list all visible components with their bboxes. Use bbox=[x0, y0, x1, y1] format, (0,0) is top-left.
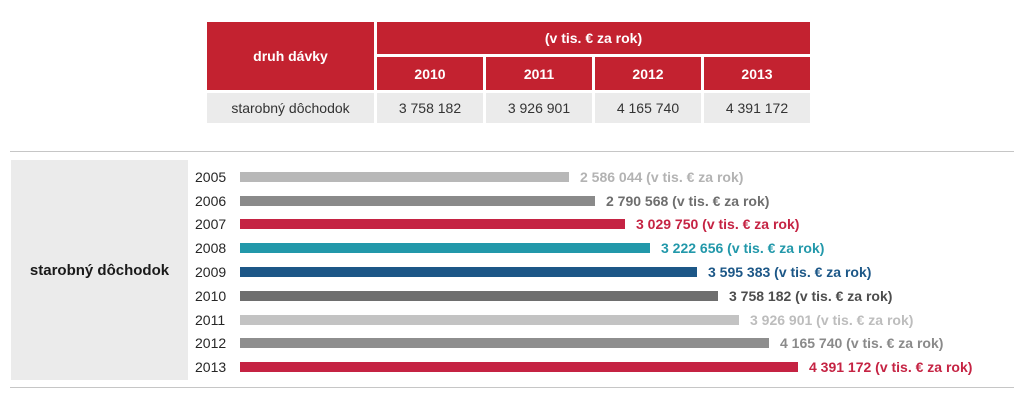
bar-value-label: 3 926 901 (v tis. € za rok) bbox=[750, 311, 914, 328]
bar-2006 bbox=[240, 195, 595, 206]
table-corner-header: druh dávky bbox=[207, 22, 374, 90]
summary-table: druh dávky (v tis. € za rok) 2010 2011 201… bbox=[204, 19, 813, 126]
chart-row-2013: 2013 4 391 172 (v tis. € za rok) bbox=[195, 355, 972, 379]
bar-2010 bbox=[240, 290, 718, 301]
chart-category-box: starobný dôchodok bbox=[11, 160, 188, 380]
table-data-row: starobný dôchodok 3 758 182 3 926 901 4 16… bbox=[207, 93, 810, 123]
bar-2008 bbox=[240, 243, 650, 254]
table-year-header: 2010 bbox=[377, 57, 483, 90]
year-label: 2013 bbox=[195, 359, 227, 376]
chart-row-2010: 2010 3 758 182 (v tis. € za rok) bbox=[195, 284, 972, 308]
chart-top-divider bbox=[10, 151, 1014, 152]
table-year-header-row: 2010 2011 2012 2013 bbox=[207, 57, 810, 90]
chart-row-2012: 2012 4 165 740 (v tis. € za rok) bbox=[195, 332, 972, 356]
bar-value-label: 3 758 182 (v tis. € za rok) bbox=[729, 287, 893, 304]
bar-value-label: 3 222 656 (v tis. € za rok) bbox=[661, 240, 825, 257]
bar-2013 bbox=[240, 362, 798, 373]
bar-value-label: 4 165 740 (v tis. € za rok) bbox=[780, 335, 944, 352]
table-group-header: (v tis. € za rok) bbox=[377, 22, 810, 54]
chart-row-2011: 2011 3 926 901 (v tis. € za rok) bbox=[195, 308, 972, 332]
bar-value-label: 3 595 383 (v tis. € za rok) bbox=[708, 264, 872, 281]
year-label: 2009 bbox=[195, 264, 227, 281]
chart-row-2008: 2008 3 222 656 (v tis. € za rok) bbox=[195, 236, 972, 260]
chart-bottom-divider bbox=[10, 387, 1014, 388]
table-year-header: 2013 bbox=[704, 57, 810, 90]
bar-2005 bbox=[240, 171, 569, 182]
year-label: 2011 bbox=[195, 311, 226, 328]
bar-value-label: 4 391 172 (v tis. € za rok) bbox=[809, 359, 973, 376]
table-year-header: 2012 bbox=[595, 57, 701, 90]
bar-2007 bbox=[240, 219, 625, 230]
year-label: 2010 bbox=[195, 287, 227, 304]
table-value-cell: 4 391 172 bbox=[704, 93, 810, 123]
year-label: 2005 bbox=[195, 168, 227, 185]
bar-value-label: 2 790 568 (v tis. € za rok) bbox=[606, 192, 770, 209]
table-row-label: starobný dôchodok bbox=[207, 93, 374, 123]
bar-2012 bbox=[240, 338, 769, 349]
table-value-cell: 4 165 740 bbox=[595, 93, 701, 123]
year-label: 2007 bbox=[195, 216, 227, 233]
bar-chart: starobný dôchodok 2005 2 586 044 (v tis. … bbox=[0, 151, 1024, 388]
year-label: 2006 bbox=[195, 192, 227, 209]
chart-row-2006: 2006 2 790 568 (v tis. € za rok) bbox=[195, 189, 972, 213]
chart-row-2005: 2005 2 586 044 (v tis. € za rok) bbox=[195, 165, 972, 189]
chart-row-2009: 2009 3 595 383 (v tis. € za rok) bbox=[195, 260, 972, 284]
chart-rows: 2005 2 586 044 (v tis. € za rok) 2006 2 790… bbox=[195, 165, 972, 379]
bar-2011 bbox=[240, 314, 739, 325]
bar-value-label: 2 586 044 (v tis. € za rok) bbox=[580, 168, 744, 185]
year-label: 2012 bbox=[195, 335, 227, 352]
bar-2009 bbox=[240, 267, 697, 278]
table-value-cell: 3 758 182 bbox=[377, 93, 483, 123]
chart-row-2007: 2007 3 029 750 (v tis. € za rok) bbox=[195, 213, 972, 237]
table-value-cell: 3 926 901 bbox=[486, 93, 592, 123]
year-label: 2008 bbox=[195, 240, 227, 257]
bar-value-label: 3 029 750 (v tis. € za rok) bbox=[636, 216, 800, 233]
chart-category-label: starobný dôchodok bbox=[29, 261, 170, 279]
table-year-header: 2011 bbox=[486, 57, 592, 90]
